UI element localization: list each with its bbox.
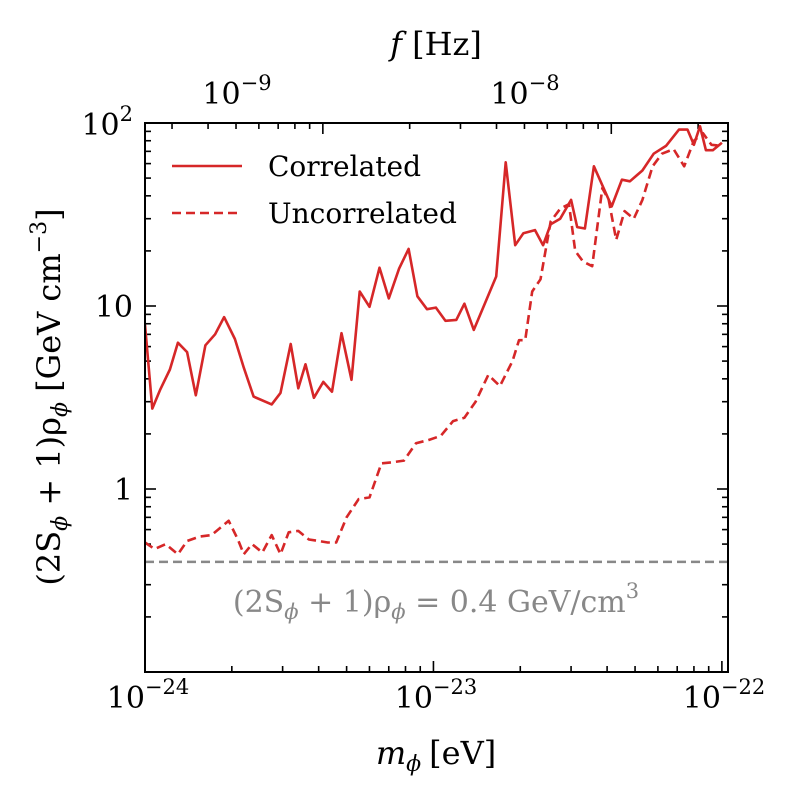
x-axis-label: mϕ [eV]	[376, 734, 496, 777]
y-tick-label-100: 102	[81, 102, 133, 143]
plot-frame	[144, 122, 729, 673]
y-axis-label: (2Sϕ + 1)ρϕ [GeV cm−3]	[27, 208, 73, 585]
y-tick-label-1: 1	[114, 473, 133, 508]
legend: Correlated Uncorrelated	[172, 150, 457, 230]
series-uncorrelated-line	[145, 131, 723, 556]
top-tick-label-1: 10−8	[490, 71, 559, 112]
top-tick-label-0: 10−9	[202, 71, 271, 112]
legend-label-uncorrelated: Uncorrelated	[268, 197, 457, 230]
y-tick-label-10: 10	[95, 290, 133, 325]
legend-label-correlated: Correlated	[268, 150, 421, 183]
series-correlated-line	[145, 124, 723, 410]
top-axis-label: f [Hz]	[388, 25, 482, 63]
x-tick-label-1: 10−23	[395, 675, 478, 716]
x-tick-label-0: 10−24	[107, 675, 190, 716]
x-tick-label-2: 10−22	[683, 675, 766, 716]
reference-line-label: (2Sϕ + 1)ρϕ = 0.4 GeV/cm3	[233, 579, 639, 624]
